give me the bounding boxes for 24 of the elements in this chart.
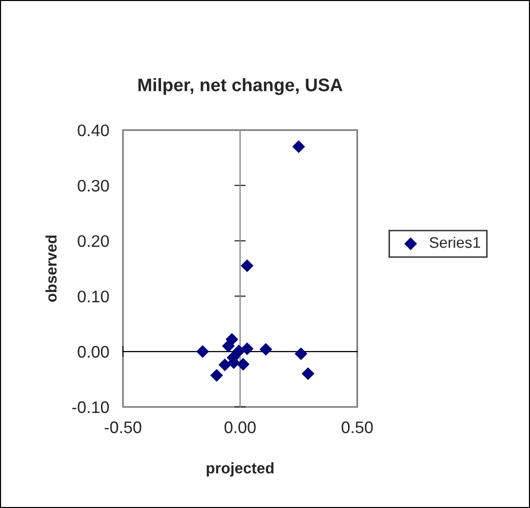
y-axis-title: observed <box>45 236 57 302</box>
point <box>196 345 209 358</box>
point <box>259 342 272 356</box>
point <box>302 367 314 380</box>
legend-label: Series1 <box>430 236 480 248</box>
y-tick-label: 0.00 <box>78 346 109 358</box>
x-tick-label: -0.50 <box>104 421 142 434</box>
x-tick-label: 0.50 <box>342 421 373 434</box>
y-tick-label: 0.30 <box>78 180 109 192</box>
point <box>222 340 235 352</box>
y-tick-label: -0.10 <box>72 401 109 414</box>
point <box>232 344 246 358</box>
point <box>210 368 224 382</box>
point <box>294 347 308 360</box>
point <box>236 358 250 371</box>
point <box>292 140 306 154</box>
point <box>218 358 232 372</box>
y-tick-label: 0.40 <box>78 124 109 136</box>
point <box>240 259 254 272</box>
chart-title: Milper, net change, USA <box>138 78 342 95</box>
x-tick-label: 0.00 <box>224 421 256 434</box>
y-tick-label: 0.10 <box>78 290 109 302</box>
y-tick-label: 0.20 <box>78 235 109 247</box>
x-axis-title: projected <box>206 462 274 477</box>
